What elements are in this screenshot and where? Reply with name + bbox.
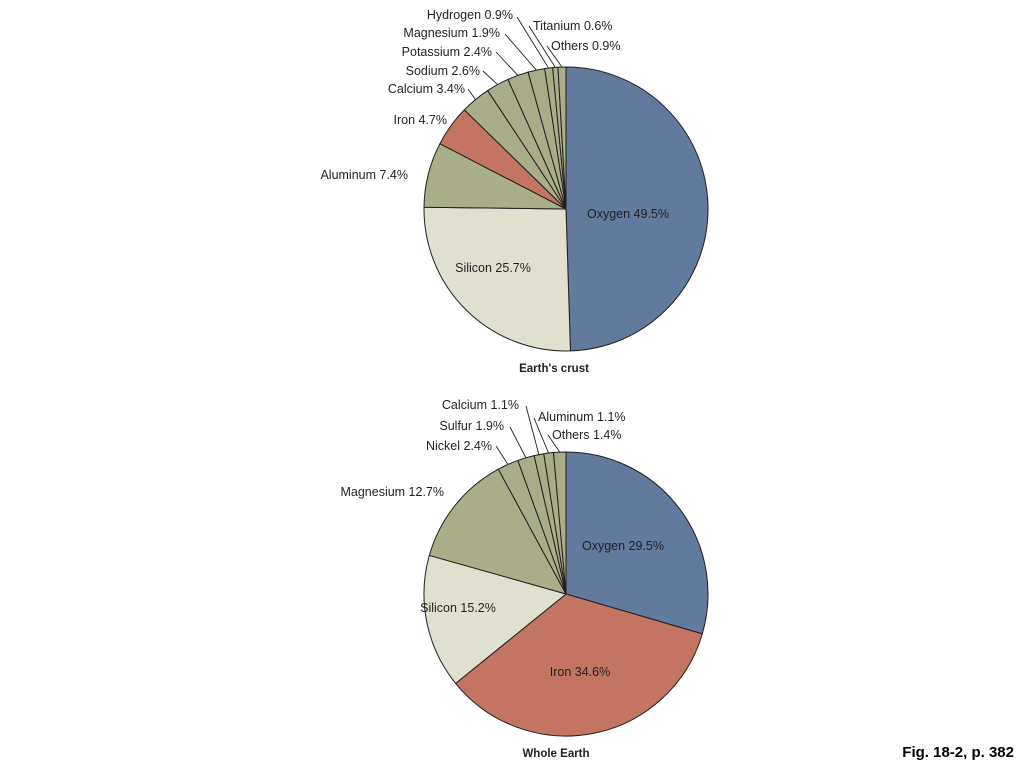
- chart-title-earth-s-crust: Earth's crust: [519, 363, 589, 375]
- slice-label-others: Others 0.9%: [551, 39, 620, 53]
- pie-slice-iron: [455, 593, 703, 737]
- slice-label-sodium: Sodium 2.6%: [406, 64, 480, 78]
- slice-label-magnesium: Magnesium 1.9%: [403, 26, 500, 40]
- pie-slice-silicon: [423, 206, 571, 352]
- pie-slice-oxygen: [565, 66, 709, 352]
- slice-label-calcium: Calcium 1.1%: [442, 398, 519, 412]
- slice-labels: Oxygen 49.5% Silicon 25.7% Aluminum 7.4% Ir…: [320, 8, 669, 275]
- slice-label-nickel: Nickel 2.4%: [426, 439, 492, 453]
- slice-label-sulfur: Sulfur 1.9%: [439, 419, 504, 433]
- pie-slice-magnesium: [428, 468, 567, 595]
- pie-chart-earth-s-crust: Oxygen 49.5% Silicon 25.7% Aluminum 7.4% Ir…: [320, 8, 709, 375]
- slice-label-oxygen: Oxygen 49.5%: [587, 207, 669, 221]
- slice-label-oxygen: Oxygen 29.5%: [582, 539, 664, 553]
- slice-label-iron: Iron 34.6%: [550, 665, 610, 679]
- slice-label-others: Others 1.4%: [552, 428, 621, 442]
- slice-label-silicon: Silicon 15.2%: [420, 601, 496, 615]
- figure-caption: Fig. 18-2, p. 382: [902, 744, 1014, 761]
- slice-label-silicon: Silicon 25.7%: [455, 261, 531, 275]
- pie-slice-others: [553, 451, 567, 595]
- slice-label-magnesium: Magnesium 12.7%: [340, 485, 444, 499]
- pie-chart-whole-earth: Oxygen 29.5% Iron 34.6% Silicon 15.2% Magne…: [340, 398, 709, 760]
- slice-label-potassium: Potassium 2.4%: [402, 45, 492, 59]
- slice-label-calcium: Calcium 3.4%: [388, 82, 465, 96]
- slice-label-aluminum: Aluminum 7.4%: [320, 168, 408, 182]
- slice-label-aluminum: Aluminum 1.1%: [538, 410, 626, 424]
- pie-slices: [423, 66, 709, 352]
- pie-slice-silicon: [423, 554, 567, 684]
- slice-label-iron: Iron 4.7%: [393, 113, 447, 127]
- chart-title-whole-earth: Whole Earth: [522, 748, 589, 760]
- slice-labels: Oxygen 29.5% Iron 34.6% Silicon 15.2% Magne…: [340, 398, 664, 679]
- slice-label-hydrogen: Hydrogen 0.9%: [427, 8, 513, 22]
- slice-label-titanium: Titanium 0.6%: [533, 19, 612, 33]
- pie-slice-others: [557, 66, 567, 210]
- pie-slice-oxygen: [565, 451, 709, 635]
- pie-slices: [423, 451, 709, 737]
